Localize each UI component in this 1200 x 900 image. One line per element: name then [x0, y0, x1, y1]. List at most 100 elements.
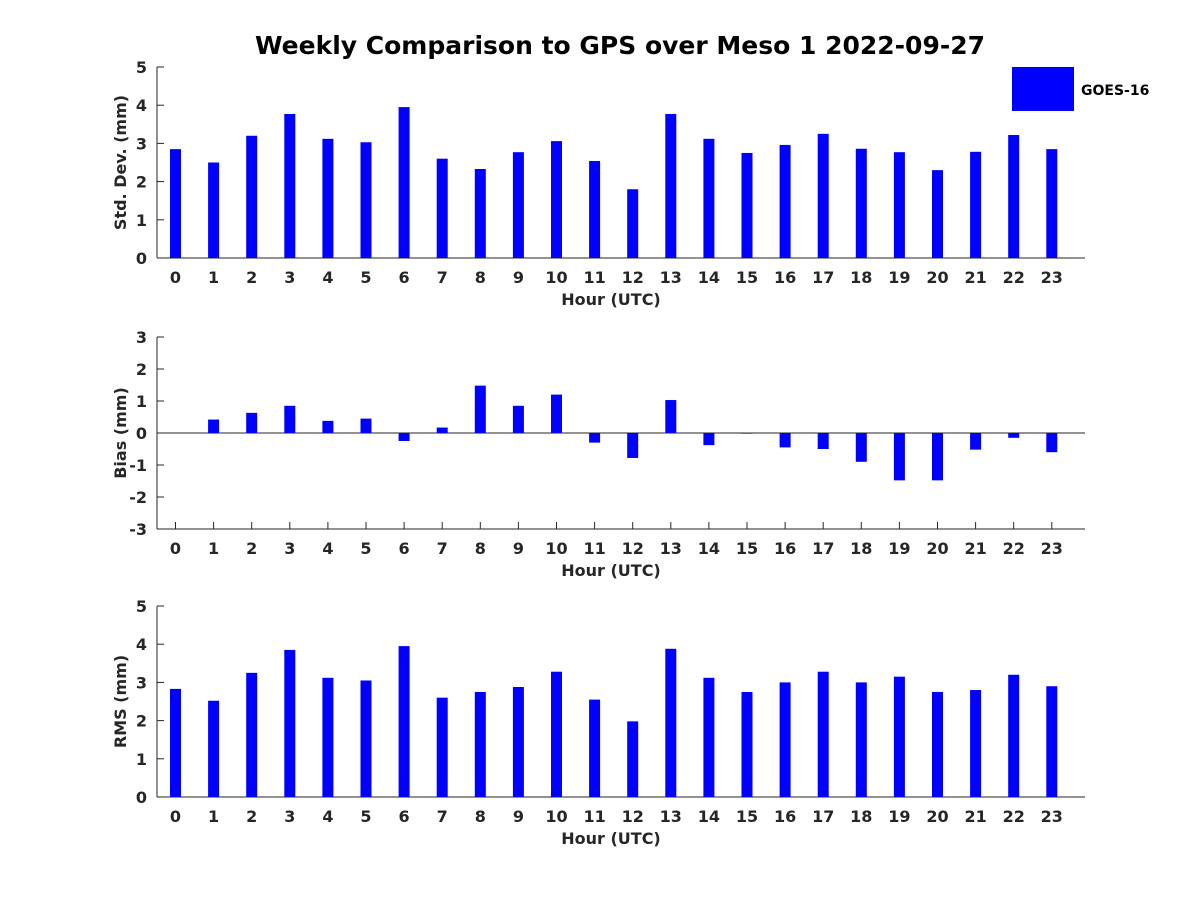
- x-tick-label: 17: [812, 807, 834, 826]
- bar: [246, 412, 258, 433]
- bar: [436, 158, 448, 258]
- y-tick-label: 5: [136, 58, 147, 77]
- x-tick-label: 7: [437, 268, 448, 287]
- x-tick-label: 22: [1003, 807, 1025, 826]
- x-tick-label: 22: [1003, 268, 1025, 287]
- x-tick-label: 10: [545, 539, 567, 558]
- y-tick-label: 3: [136, 328, 147, 347]
- bar: [589, 699, 601, 797]
- bar: [627, 189, 639, 258]
- y-tick-label: 3: [136, 134, 147, 153]
- chart-title: Weekly Comparison to GPS over Meso 1 202…: [255, 31, 985, 60]
- bar: [208, 162, 220, 258]
- bar: [703, 138, 715, 258]
- x-tick-label: 21: [964, 268, 986, 287]
- bar: [855, 682, 867, 797]
- bar: [627, 721, 639, 797]
- x-tick-label: 16: [774, 539, 796, 558]
- x-tick-label: 10: [545, 807, 567, 826]
- bar: [970, 690, 982, 797]
- x-tick-label: 11: [583, 268, 605, 287]
- bar: [665, 648, 677, 797]
- y-tick-label: 5: [136, 597, 147, 616]
- bar: [322, 138, 334, 258]
- x-tick-label: 19: [888, 268, 910, 287]
- x-tick-label: 4: [322, 807, 333, 826]
- bar: [627, 433, 639, 458]
- x-tick-label: 7: [437, 807, 448, 826]
- bar: [436, 697, 448, 797]
- x-tick-label: 15: [736, 539, 758, 558]
- x-tick-label: 0: [170, 539, 181, 558]
- bar: [970, 433, 982, 450]
- y-tick-label: 2: [136, 173, 147, 192]
- y-tick-label: 4: [136, 96, 147, 115]
- bar: [246, 672, 258, 797]
- bar: [970, 151, 982, 258]
- x-tick-label: 16: [774, 807, 796, 826]
- y-tick-label: -1: [129, 456, 147, 475]
- y-tick-label: 2: [136, 360, 147, 379]
- x-tick-label: 11: [583, 539, 605, 558]
- y-tick-label: 1: [136, 211, 147, 230]
- x-tick-label: 13: [660, 539, 682, 558]
- x-tick-label: 20: [926, 807, 948, 826]
- bar: [208, 700, 220, 797]
- x-tick-label: 7: [437, 539, 448, 558]
- bar: [779, 433, 791, 448]
- x-tick-label: 9: [513, 539, 524, 558]
- x-tick-label: 8: [475, 268, 486, 287]
- x-tick-label: 13: [660, 807, 682, 826]
- y-tick-label: 4: [136, 635, 147, 654]
- x-axis-label: Hour (UTC): [561, 290, 661, 309]
- x-tick-label: 4: [322, 539, 333, 558]
- bar: [741, 152, 753, 258]
- x-tick-label: 14: [698, 539, 720, 558]
- y-tick-label: 1: [136, 750, 147, 769]
- x-tick-label: 14: [698, 268, 720, 287]
- x-tick-label: 19: [888, 807, 910, 826]
- y-tick-label: -3: [129, 520, 147, 539]
- y-tick-label: 0: [136, 424, 147, 443]
- bar: [855, 433, 867, 462]
- bar: [398, 646, 410, 797]
- bar: [893, 676, 905, 797]
- x-tick-label: 22: [1003, 539, 1025, 558]
- bar: [703, 433, 715, 446]
- x-tick-label: 1: [208, 807, 219, 826]
- x-tick-label: 13: [660, 268, 682, 287]
- bar: [893, 433, 905, 481]
- bar: [474, 385, 486, 433]
- bar: [474, 691, 486, 797]
- bar: [932, 170, 943, 258]
- bar: [817, 433, 829, 449]
- bar: [817, 133, 829, 258]
- x-tick-label: 23: [1041, 807, 1063, 826]
- bar: [741, 691, 753, 797]
- x-tick-label: 21: [964, 807, 986, 826]
- x-tick-label: 5: [360, 539, 371, 558]
- bar: [474, 168, 486, 258]
- x-tick-label: 2: [246, 807, 257, 826]
- bar: [170, 688, 181, 797]
- bar: [589, 433, 601, 443]
- x-tick-label: 6: [399, 268, 410, 287]
- bar: [512, 152, 524, 258]
- bar: [779, 682, 791, 797]
- bar: [284, 405, 296, 433]
- x-tick-label: 2: [246, 539, 257, 558]
- bar: [246, 135, 258, 258]
- x-axis-label: Hour (UTC): [561, 829, 661, 848]
- x-tick-label: 8: [475, 807, 486, 826]
- x-tick-label: 0: [170, 268, 181, 287]
- x-tick-label: 9: [513, 268, 524, 287]
- x-tick-label: 9: [513, 807, 524, 826]
- x-tick-label: 3: [284, 807, 295, 826]
- bar: [741, 433, 753, 434]
- bar: [665, 113, 677, 259]
- x-tick-label: 19: [888, 539, 910, 558]
- x-tick-label: 3: [284, 268, 295, 287]
- x-tick-label: 0: [170, 807, 181, 826]
